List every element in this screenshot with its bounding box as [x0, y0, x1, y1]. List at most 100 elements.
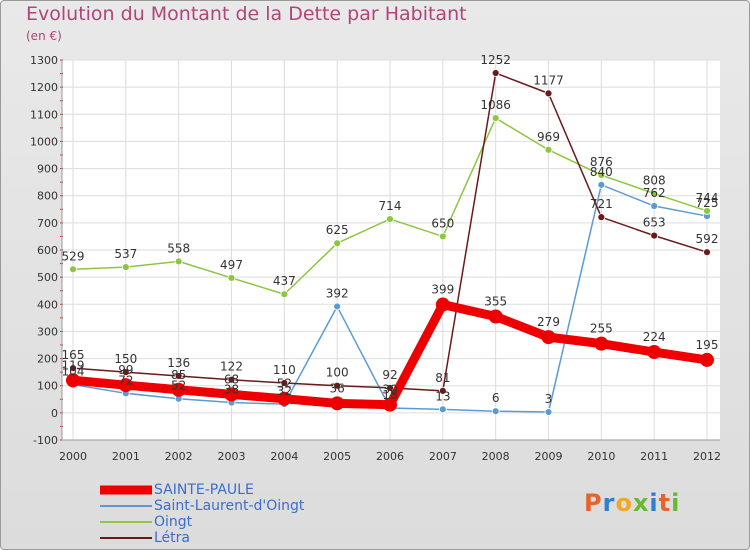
legend-item: Saint-Laurent-d'Oingt: [100, 498, 304, 514]
data-label: 762: [643, 186, 666, 200]
x-tick-label: 2008: [482, 450, 510, 463]
data-point: [703, 248, 711, 257]
data-point: [69, 364, 77, 372]
data-label: 1177: [533, 73, 564, 87]
logo-letter: t: [658, 489, 672, 517]
data-label: 808: [643, 174, 666, 188]
logo-letter: P: [584, 489, 603, 517]
data-label: 497: [220, 258, 243, 272]
logo-letter: r: [602, 489, 616, 517]
data-point: [544, 408, 553, 416]
y-tick-label: 700: [37, 217, 58, 230]
data-label: 72: [118, 373, 133, 387]
proxiti-logo: Proxiti: [584, 489, 680, 517]
data-label: 122: [220, 360, 243, 374]
x-tick-label: 2011: [640, 450, 668, 463]
data-point: [174, 372, 183, 380]
data-label: 195: [696, 338, 719, 352]
data-point: [383, 397, 397, 412]
data-label: 650: [431, 216, 454, 230]
data-label: 165: [62, 348, 85, 362]
data-label: 18: [382, 388, 397, 402]
y-tick-label: 100: [37, 380, 58, 393]
y-tick-label: 500: [37, 271, 58, 284]
data-label: 744: [696, 191, 719, 205]
data-point: [491, 114, 500, 122]
data-point: [544, 89, 553, 98]
data-label: 537: [114, 247, 137, 261]
data-point: [438, 405, 447, 414]
data-label: 355: [484, 295, 507, 309]
x-tick-label: 2006: [376, 450, 404, 463]
data-point: [597, 180, 606, 189]
data-point: [277, 391, 292, 406]
x-tick-label: 2003: [218, 450, 246, 463]
x-tick-label: 2012: [693, 450, 721, 463]
data-label: 110: [273, 363, 296, 377]
data-point: [121, 263, 130, 272]
legend-item: SAINTE-PAULE: [100, 482, 304, 498]
data-label: 255: [590, 322, 613, 336]
data-point: [280, 290, 289, 299]
data-point: [333, 239, 342, 248]
data-point: [488, 309, 503, 324]
data-label: 100: [326, 366, 349, 380]
x-tick-label: 2010: [587, 450, 615, 463]
data-point: [227, 274, 236, 282]
x-tick-label: 2001: [112, 450, 140, 463]
data-label: 876: [590, 155, 613, 169]
data-point: [491, 69, 500, 77]
data-label: 32: [277, 384, 292, 398]
x-tick-label: 2002: [165, 450, 193, 463]
data-label: 85: [171, 368, 186, 382]
y-tick-label: 0: [51, 407, 58, 420]
data-point: [597, 171, 606, 179]
y-tick-label: 400: [37, 298, 58, 311]
data-point: [333, 381, 342, 390]
data-point: [386, 215, 394, 223]
y-tick-label: 800: [37, 190, 58, 203]
data-label: 592: [696, 232, 719, 246]
data-point: [647, 345, 662, 360]
chart-unit: (en €): [26, 29, 62, 43]
data-point: [438, 232, 447, 241]
chart-title: Evolution du Montant de la Dette par Hab…: [26, 3, 467, 25]
data-label: 150: [114, 352, 137, 366]
y-tick-label: 900: [37, 163, 58, 176]
data-label: 104: [62, 365, 85, 379]
data-point: [224, 387, 239, 402]
legend-item: Oingt: [100, 514, 304, 530]
data-point: [700, 352, 714, 367]
data-label: 68: [224, 372, 239, 386]
data-label: 38: [224, 383, 239, 397]
y-tick-label: 1300: [30, 54, 58, 67]
legend-swatch-sainte-paule: [100, 485, 152, 495]
legend: SAINTE-PAULE Saint-Laurent-d'Oingt Oingt…: [100, 482, 304, 546]
logo-letter: i: [671, 489, 681, 517]
data-label: 99: [118, 363, 133, 377]
data-point: [435, 297, 450, 312]
data-label: 92: [382, 368, 397, 382]
data-point: [650, 189, 659, 198]
data-label: 1086: [480, 98, 511, 112]
data-label: 437: [273, 274, 296, 288]
data-point: [121, 368, 130, 377]
x-tick-label: 2007: [429, 450, 457, 463]
data-point: [386, 383, 394, 392]
data-point: [438, 386, 447, 395]
data-label: 653: [643, 216, 666, 230]
data-label: 279: [537, 315, 560, 329]
data-label: 36: [330, 381, 345, 395]
y-tick-label: -100: [33, 434, 58, 447]
legend-swatch-saint-laurent: [100, 505, 152, 507]
y-tick-label: 200: [37, 353, 58, 366]
data-label: 52: [277, 377, 292, 391]
data-point: [330, 396, 345, 411]
data-point: [66, 373, 80, 388]
y-tick-label: 600: [37, 244, 58, 257]
data-label: 30: [382, 383, 397, 397]
data-label: 6: [492, 391, 500, 405]
data-label: 136: [167, 356, 190, 370]
data-point: [333, 302, 342, 311]
